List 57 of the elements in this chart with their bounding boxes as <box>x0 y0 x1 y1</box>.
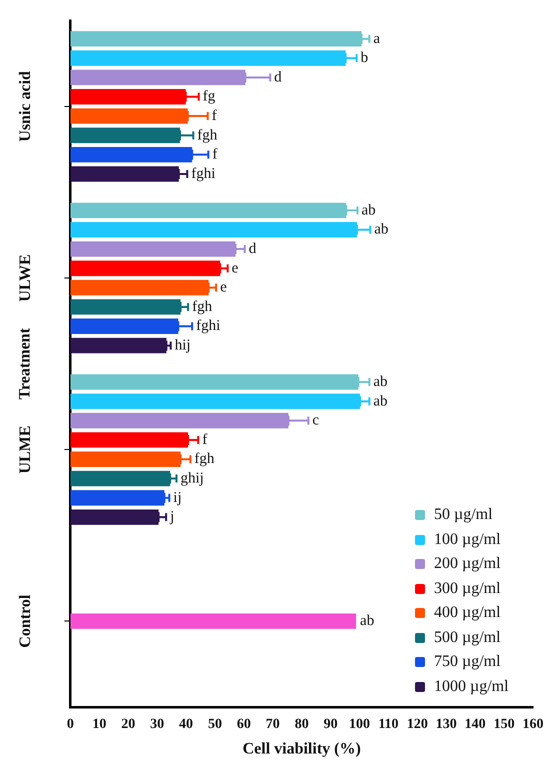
legend-label: 400 µg/ml <box>434 604 501 622</box>
data-label: ab <box>374 222 388 238</box>
data-label: fghi <box>191 166 216 182</box>
x-tick-label: 150 <box>494 717 515 732</box>
x-tick-label: 60 <box>236 717 251 732</box>
data-label: a <box>373 30 380 47</box>
legend-label: 100 µg/ml <box>434 530 501 549</box>
x-tick-label: 160 <box>522 717 544 732</box>
legend-label: 200 µg/ml <box>434 555 501 574</box>
data-label: fghi <box>196 318 220 334</box>
data-label: ab <box>373 374 388 390</box>
data-label: ab <box>360 613 374 630</box>
x-axis-title: Cell viability (%) <box>242 740 361 758</box>
data-label: f <box>202 432 208 448</box>
y-tick-label: Control <box>17 594 34 648</box>
data-label: fgh <box>197 127 218 144</box>
x-tick-label: 130 <box>436 717 457 732</box>
data-label: fgh <box>192 298 213 315</box>
legend-label: 1000 µg/ml <box>434 678 509 696</box>
y-tick-label: ULME <box>17 426 34 474</box>
data-label: b <box>360 50 368 66</box>
x-tick-label: 140 <box>464 717 486 732</box>
x-tick-label: 120 <box>406 717 428 732</box>
data-label: ij <box>173 490 182 506</box>
data-label: c <box>312 412 320 429</box>
data-label: f <box>212 108 217 124</box>
legend-label: 50 µg/ml <box>434 506 493 524</box>
bar <box>70 613 356 629</box>
x-tick-label: 20 <box>121 717 136 732</box>
x-tick-label: 110 <box>378 717 399 732</box>
data-label: d <box>274 69 282 86</box>
legend-label: 500 µg/ml <box>434 628 501 647</box>
data-label: e <box>232 260 239 276</box>
x-tick-label: 10 <box>92 717 106 732</box>
data-label: ab <box>373 393 388 410</box>
data-label: ghij <box>180 470 204 486</box>
legend-label: 750 µg/ml <box>434 653 501 672</box>
data-label: ab <box>362 202 376 218</box>
x-tick-label: 0 <box>66 717 74 732</box>
data-label: j <box>169 509 174 526</box>
x-tick-label: 80 <box>294 717 309 732</box>
y-tick-label: Usnic acid <box>17 70 34 142</box>
x-tick-label: 90 <box>324 717 338 732</box>
y-tick-label: ULWE <box>17 254 34 302</box>
data-label: hij <box>174 338 191 354</box>
legend-label: 300 µg/ml <box>434 580 501 598</box>
x-tick-label: 70 <box>266 717 280 732</box>
y-axis-title: Treatment <box>16 327 34 400</box>
data-label: e <box>220 280 228 296</box>
x-tick-label: 40 <box>179 717 194 732</box>
data-label: fg <box>202 88 216 105</box>
x-tick-label: 30 <box>150 717 164 732</box>
data-label: f <box>212 146 218 163</box>
data-label: fgh <box>194 451 215 468</box>
data-label: d <box>248 240 257 257</box>
x-tick-label: 100 <box>349 717 370 732</box>
x-tick-label: 50 <box>208 717 222 732</box>
